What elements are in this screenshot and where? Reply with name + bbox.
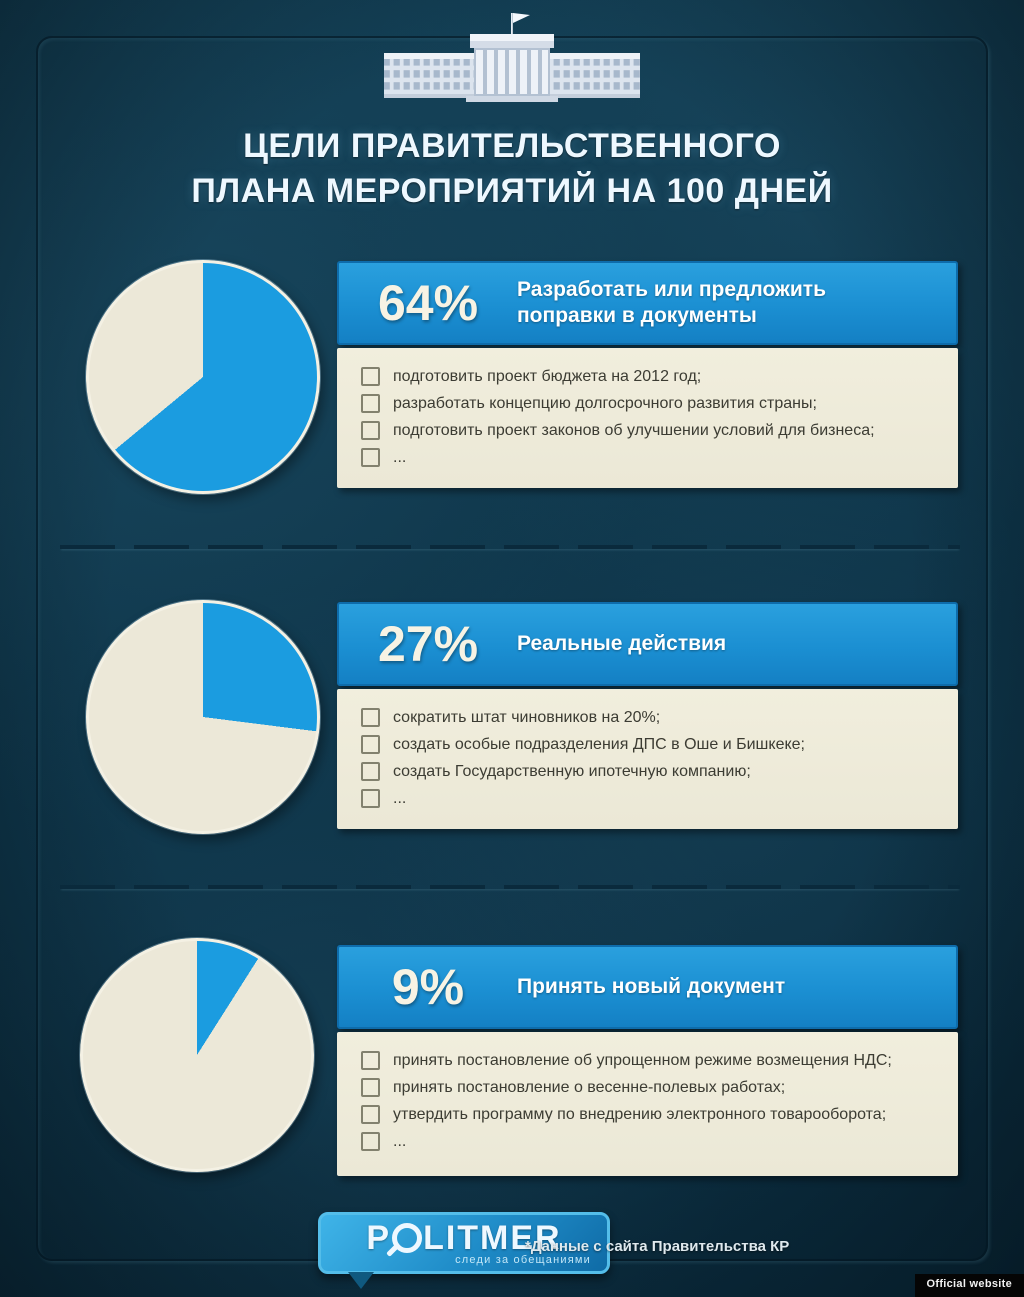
section2-header: 27% Реальные действия bbox=[337, 602, 958, 686]
pie-chart-27-percent bbox=[86, 600, 320, 834]
page-title: ЦЕЛИ ПРАВИТЕЛЬСТВЕННОГО ПЛАНА МЕРОПРИЯТИ… bbox=[0, 124, 1024, 214]
page-title-line2: ПЛАНА МЕРОПРИЯТИЙ НА 100 ДНЕЙ bbox=[191, 172, 833, 211]
data-source-footnote: *Данные с сайта Правительства КР bbox=[525, 1238, 790, 1255]
checkbox-icon bbox=[361, 1105, 380, 1124]
section2-title: Реальные действия bbox=[517, 631, 727, 655]
checkbox-icon bbox=[361, 1132, 380, 1151]
logo-prefix: P bbox=[366, 1218, 392, 1257]
checkbox-icon bbox=[361, 367, 380, 386]
list-item: разработать концепцию долгосрочного разв… bbox=[361, 392, 934, 415]
list-item: принять постановление о весенне-полевых … bbox=[361, 1076, 934, 1099]
checkbox-icon bbox=[361, 1051, 380, 1070]
section1-title: Разработать или предложить поправки в до… bbox=[517, 277, 827, 327]
politmer-logo-text: P LITMER bbox=[366, 1221, 561, 1255]
list-item: ... bbox=[361, 1130, 934, 1153]
magnifier-icon bbox=[392, 1222, 423, 1253]
dashed-separator bbox=[60, 885, 960, 889]
item-text: разработать концепцию долгосрочного разв… bbox=[393, 394, 817, 412]
item-text: ... bbox=[393, 448, 407, 466]
list-item: ... bbox=[361, 446, 934, 469]
list-item: ... bbox=[361, 787, 934, 810]
section3-header: 9% Принять новый документ bbox=[337, 945, 958, 1029]
checkbox-icon bbox=[361, 394, 380, 413]
list-item: подготовить проект законов об улучшении … bbox=[361, 419, 934, 442]
list-item: создать особые подразделения ДПС в Оше и… bbox=[361, 733, 934, 756]
section3-goals-list: принять постановление об упрощенном режи… bbox=[337, 1032, 958, 1176]
checkbox-icon bbox=[361, 1078, 380, 1097]
politmer-tagline: следи за обещаниями bbox=[455, 1253, 591, 1266]
government-building-icon bbox=[382, 8, 642, 104]
speech-bubble-tail bbox=[348, 1272, 374, 1289]
item-text: подготовить проект бюджета на 2012 год; bbox=[393, 367, 702, 385]
item-text: подготовить проект законов об улучшении … bbox=[393, 421, 875, 439]
list-item: подготовить проект бюджета на 2012 год; bbox=[361, 365, 934, 388]
item-text: создать Государственную ипотечную компан… bbox=[393, 762, 751, 780]
list-item: сократить штат чиновников на 20%; bbox=[361, 706, 934, 729]
official-website-badge: Official website bbox=[914, 1274, 1024, 1297]
section3-percent-value: 9% bbox=[391, 959, 465, 1015]
checkbox-icon bbox=[361, 421, 380, 440]
section1-header: 64% Разработать или предложить поправки … bbox=[337, 261, 958, 345]
dashed-separator bbox=[60, 545, 960, 549]
item-text: принять постановление о весенне-полевых … bbox=[393, 1078, 786, 1096]
item-text: принять постановление об упрощенном режи… bbox=[393, 1051, 892, 1069]
checkbox-icon bbox=[361, 789, 380, 808]
pie-chart-64-percent bbox=[86, 260, 320, 494]
section1-goals-list: подготовить проект бюджета на 2012 год; … bbox=[337, 348, 958, 488]
item-text: сократить штат чиновников на 20%; bbox=[393, 708, 661, 726]
politmer-logo: P LITMER следи за обещаниями bbox=[318, 1212, 610, 1274]
item-text: ... bbox=[393, 789, 407, 807]
page-title-line1: ЦЕЛИ ПРАВИТЕЛЬСТВЕННОГО bbox=[243, 127, 781, 165]
checkbox-icon bbox=[361, 708, 380, 727]
section3-title: Принять новый документ bbox=[517, 974, 786, 998]
checkbox-icon bbox=[361, 735, 380, 754]
section2-goals-list: сократить штат чиновников на 20%; создат… bbox=[337, 689, 958, 829]
section1-percent-value: 64% bbox=[377, 275, 479, 331]
section2-percent-value: 27% bbox=[377, 616, 479, 672]
item-text: ... bbox=[393, 1132, 407, 1150]
item-text: утвердить программу по внедрению электро… bbox=[393, 1105, 887, 1123]
checkbox-icon bbox=[361, 762, 380, 781]
logo-suffix: LITMER bbox=[423, 1218, 562, 1257]
item-text: создать особые подразделения ДПС в Оше и… bbox=[393, 735, 805, 753]
pie-chart-9-percent bbox=[80, 938, 314, 1172]
list-item: принять постановление об упрощенном режи… bbox=[361, 1049, 934, 1072]
checkbox-icon bbox=[361, 448, 380, 467]
list-item: утвердить программу по внедрению электро… bbox=[361, 1103, 934, 1126]
list-item: создать Государственную ипотечную компан… bbox=[361, 760, 934, 783]
